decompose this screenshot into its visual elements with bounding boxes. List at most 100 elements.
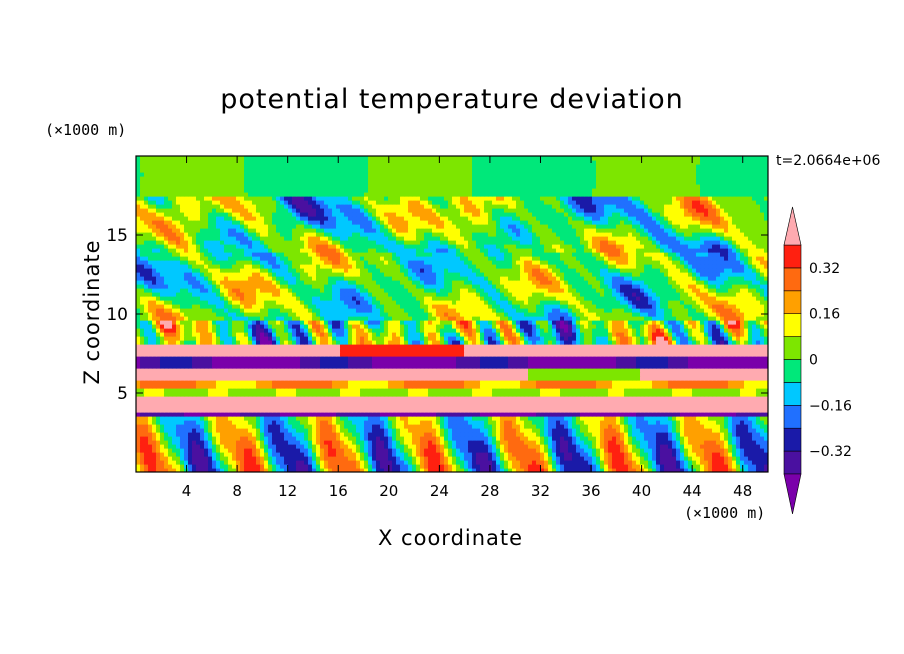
field-cell [168, 416, 173, 421]
field-cell [552, 372, 557, 377]
field-cell [160, 368, 165, 373]
field-cell [384, 376, 389, 381]
field-cell [620, 352, 625, 357]
field-cell [380, 408, 385, 413]
field-cell [648, 384, 653, 389]
field-cell [644, 448, 649, 453]
field-cell [748, 440, 753, 445]
field-cell [176, 360, 181, 365]
field-cell [388, 372, 393, 377]
field-cell [632, 388, 637, 393]
field-cell [756, 424, 761, 429]
field-cell [740, 396, 745, 401]
field-cell [524, 424, 529, 429]
field-cell [420, 412, 425, 417]
field-cell [664, 356, 669, 361]
field-cell [272, 452, 277, 457]
field-cell [260, 452, 265, 457]
field-cell [376, 460, 381, 465]
field-cell [372, 444, 377, 449]
field-cell [284, 452, 289, 457]
field-cell [616, 356, 621, 361]
field-cell [588, 424, 593, 429]
field-cell [444, 376, 449, 381]
field-cell [228, 364, 233, 369]
field-cell [368, 468, 373, 472]
field-cell [608, 428, 613, 433]
field-cell [352, 416, 357, 421]
field-cell [264, 372, 269, 377]
field-cell [764, 456, 768, 461]
field-cell [496, 368, 501, 373]
field-cell [760, 424, 765, 429]
field-cell [156, 460, 161, 465]
field-cell [516, 424, 521, 429]
field-cell [536, 392, 541, 397]
field-cell [248, 388, 253, 393]
field-cell [568, 384, 573, 389]
field-cell [764, 364, 768, 369]
field-cell [708, 448, 713, 453]
field-cell [676, 396, 681, 401]
field-cell [412, 444, 417, 449]
field-cell [344, 468, 349, 472]
field-cell [732, 348, 737, 353]
field-cell [632, 348, 637, 353]
field-cell [400, 420, 405, 425]
field-cell [704, 424, 709, 429]
field-cell [752, 404, 757, 409]
field-cell [472, 384, 477, 389]
field-cell [268, 400, 273, 405]
field-cell [716, 388, 721, 393]
field-cell [520, 432, 525, 437]
field-cell [600, 396, 605, 401]
field-cell [536, 416, 541, 421]
field-cell [324, 420, 329, 425]
field-cell [396, 444, 401, 449]
field-cell [328, 428, 333, 433]
field-cell [528, 408, 533, 413]
field-cell [452, 396, 457, 401]
field-cell [168, 356, 173, 361]
field-cell [596, 392, 601, 397]
field-cell [320, 424, 325, 429]
field-cell [632, 364, 637, 369]
field-cell [160, 356, 165, 361]
field-cell [232, 444, 237, 449]
field-cell [516, 404, 521, 409]
field-cell [268, 372, 273, 377]
field-cell [200, 428, 205, 433]
field-cell [556, 448, 561, 453]
field-cell [200, 468, 205, 472]
field-cell [364, 428, 369, 433]
field-cell [676, 440, 681, 445]
field-cell [156, 424, 161, 429]
field-cell [164, 360, 169, 365]
field-cell [624, 448, 629, 453]
field-cell [204, 352, 209, 357]
field-cell [680, 428, 685, 433]
field-cell [340, 380, 345, 385]
field-cell [736, 420, 741, 425]
field-cell [404, 348, 409, 353]
field-cell [708, 420, 713, 425]
field-cell [516, 460, 521, 465]
field-cell [184, 444, 189, 449]
field-cell [592, 396, 597, 401]
field-cell [664, 432, 669, 437]
field-cell [384, 388, 389, 393]
field-cell [580, 464, 585, 469]
field-cell [448, 428, 453, 433]
field-cell [420, 396, 425, 401]
field-cell [160, 404, 165, 409]
field-cell [364, 392, 369, 397]
field-cell [712, 448, 717, 453]
field-cell [268, 408, 273, 413]
field-cell [720, 364, 725, 369]
field-cell [300, 416, 305, 421]
field-cell [600, 364, 605, 369]
field-cell [176, 392, 181, 397]
field-cell [744, 384, 749, 389]
field-cell [552, 436, 557, 441]
field-cell [716, 372, 721, 377]
